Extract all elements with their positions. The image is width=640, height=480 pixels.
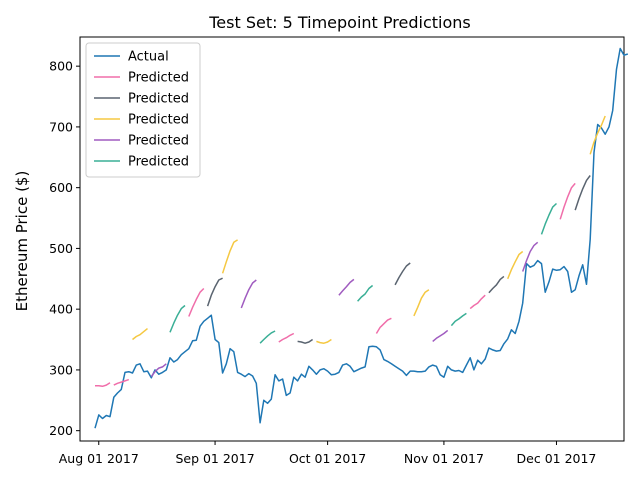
legend-label: Predicted bbox=[128, 92, 189, 107]
predicted-segment-line bbox=[150, 363, 167, 378]
predicted-segment-line bbox=[589, 115, 606, 155]
predicted-segment-line bbox=[559, 182, 576, 220]
predicted-segment-line bbox=[357, 284, 374, 302]
x-tick-label: Nov 01 2017 bbox=[404, 451, 484, 466]
y-tick-label: 700 bbox=[49, 119, 73, 134]
y-axis-title: Ethereum Price ($) bbox=[13, 171, 31, 312]
predicted-segment-line bbox=[394, 262, 411, 286]
predicted-segment-line bbox=[95, 382, 111, 388]
predicted-segment-line bbox=[375, 317, 392, 334]
predicted-segment-line bbox=[259, 330, 276, 344]
legend-label: Predicted bbox=[128, 113, 189, 128]
legend-label: Predicted bbox=[128, 71, 189, 86]
y-tick-label: 300 bbox=[49, 362, 73, 377]
predicted-segment-line bbox=[240, 279, 257, 309]
predicted-segment-line bbox=[450, 312, 467, 327]
predicted-segment-line bbox=[297, 338, 314, 344]
predicted-segment-line bbox=[221, 239, 239, 274]
x-tick-label: Sep 01 2017 bbox=[175, 451, 254, 466]
y-tick-label: 200 bbox=[49, 423, 73, 438]
predicted-segment-line bbox=[113, 378, 130, 386]
predicted-segment-line bbox=[574, 175, 591, 211]
y-tick-label: 600 bbox=[49, 180, 73, 195]
legend-label: Predicted bbox=[128, 134, 189, 149]
predicted-segment-line bbox=[132, 328, 148, 341]
y-tick-label: 400 bbox=[49, 302, 73, 317]
predicted-segment-line bbox=[488, 275, 505, 294]
plot-area: 200 300 400 500 600 700 800 Aug 01 2017 Sep 01 2… bbox=[49, 36, 629, 466]
x-tick-label: Oct 01 2017 bbox=[289, 451, 366, 466]
predicted-segment-line bbox=[540, 202, 558, 235]
predicted-segment-line bbox=[469, 294, 486, 310]
predicted-segment-line bbox=[316, 338, 332, 344]
predicted-segment-line bbox=[206, 277, 223, 307]
chart-title: Test Set: 5 Timepoint Predictions bbox=[208, 13, 470, 32]
predicted-segment-line bbox=[169, 304, 186, 333]
actual-series-line bbox=[94, 47, 629, 429]
predicted-segment-line bbox=[521, 241, 539, 272]
predicted-segment-line bbox=[188, 287, 205, 317]
x-tick-label: Dec 01 2017 bbox=[517, 451, 597, 466]
predicted-segment-line bbox=[278, 332, 295, 343]
legend-label: Actual bbox=[128, 50, 169, 65]
y-tick-label: 800 bbox=[49, 59, 73, 74]
predicted-segment-line bbox=[338, 278, 355, 296]
predicted-segment-line bbox=[507, 250, 524, 280]
legend: Actual Predicted Predicted Predicted Predict… bbox=[85, 42, 201, 178]
predicted-segment-line bbox=[432, 329, 449, 342]
plot-frame bbox=[79, 36, 625, 442]
x-tick-label: Aug 01 2017 bbox=[59, 451, 139, 466]
y-tick-label: 500 bbox=[49, 241, 73, 256]
predicted-segment-line bbox=[413, 289, 430, 317]
legend-label: Predicted bbox=[128, 155, 189, 170]
